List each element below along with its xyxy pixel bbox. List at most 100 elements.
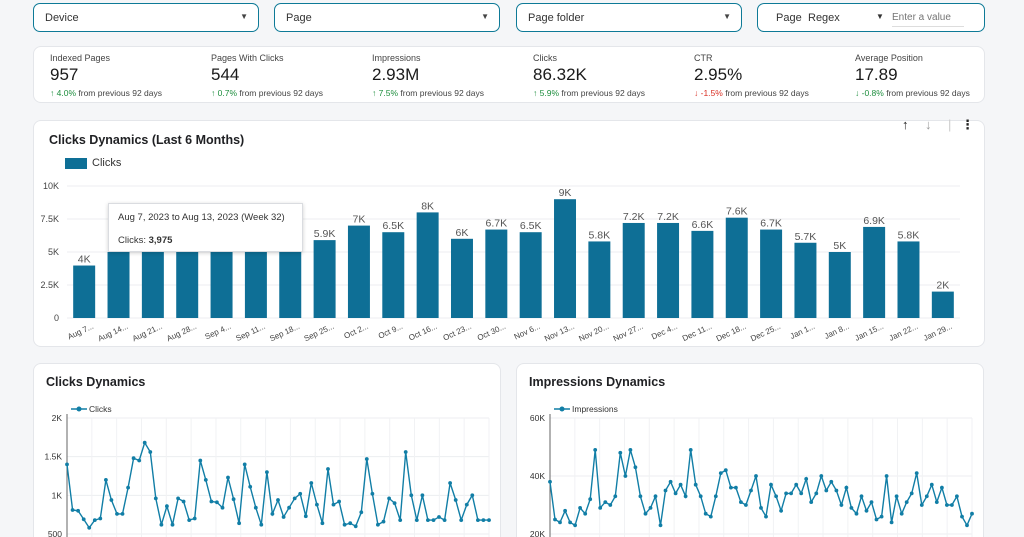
data-point — [799, 491, 804, 496]
bar — [210, 252, 233, 318]
bar-data-label: 4K — [78, 254, 91, 266]
data-point — [698, 494, 703, 499]
data-point — [104, 478, 108, 482]
data-point — [653, 494, 658, 499]
bar-x-tick-label: Jan 1... — [789, 322, 817, 341]
bar-x-tick-label: Nov 20... — [577, 322, 610, 344]
bar-data-label: 8K — [421, 200, 434, 212]
data-point — [342, 522, 347, 527]
data-point — [618, 450, 623, 455]
bar-y-tick-label: 10K — [43, 181, 59, 191]
data-point — [774, 494, 778, 499]
data-point — [187, 518, 192, 522]
regex-value-input[interactable] — [892, 9, 964, 27]
clicks-line-title: Clicks Dynamics — [46, 375, 146, 389]
bar-x-tick-label: Oct 30... — [476, 322, 507, 343]
bar-y-tick-label: 7.5K — [40, 214, 59, 224]
bar-y-tick-label: 2.5K — [40, 280, 59, 290]
kpi-delta-value: 5.9% — [539, 88, 559, 98]
more-options-icon[interactable]: ⋮ — [961, 117, 974, 132]
kpi-value: 544 — [211, 65, 240, 84]
kpi-delta-suffix: from previous 92 days — [400, 88, 484, 98]
caret-down-icon[interactable]: ▼ — [876, 12, 884, 21]
bar-data-label: 6.5K — [382, 220, 404, 232]
bar — [657, 222, 680, 318]
series-line — [549, 449, 973, 527]
page-filter-dropdown[interactable]: Page ▼ — [274, 3, 500, 32]
sort-descending-icon[interactable]: ↓ — [925, 117, 932, 132]
clicks-line-plot: 500 1K 1.5K 2K Clicks — [45, 404, 491, 537]
data-point — [265, 470, 269, 474]
data-point — [764, 514, 768, 519]
bar — [725, 217, 748, 318]
chart-tooltip: Aug 7, 2023 to Aug 13, 2023 (Week 32) Cl… — [108, 203, 303, 252]
data-point — [309, 481, 314, 485]
kpi-delta-value: 0.7% — [217, 88, 237, 98]
data-point — [76, 508, 80, 513]
kpi-delta: ↑ 4.0% from previous 92 days — [50, 88, 205, 98]
kpi-pages-with-clicks: Pages With Clicks 544 ↑ 0.7% from previo… — [211, 53, 366, 98]
line-y-tick-label: 60K — [530, 413, 545, 423]
series-line — [66, 440, 489, 530]
tooltip-value-row: Clicks: 3,975 — [118, 235, 172, 246]
data-point — [70, 508, 75, 512]
chevron-down-icon: ▼ — [723, 12, 731, 21]
bar-x-tick-label: Sep 11... — [234, 322, 266, 343]
kpi-delta-value: -0.8% — [861, 88, 884, 98]
data-point — [326, 467, 330, 471]
data-point — [583, 511, 588, 516]
data-point — [683, 494, 688, 499]
data-point — [849, 506, 854, 510]
data-point — [398, 518, 403, 522]
data-point — [120, 512, 125, 516]
sort-ascending-icon[interactable]: ↑ — [902, 117, 909, 132]
bar — [313, 240, 336, 318]
data-point — [464, 502, 469, 507]
data-point — [481, 518, 486, 522]
arrow-up-icon: ↑ — [50, 88, 55, 98]
line-y-tick-label: 1K — [52, 490, 63, 500]
data-point — [608, 503, 613, 507]
bar-data-label: 7.2K — [657, 211, 679, 223]
bar — [897, 241, 920, 318]
data-point — [181, 499, 186, 504]
data-point — [859, 494, 864, 499]
data-point — [148, 450, 153, 454]
data-point — [839, 503, 844, 507]
bar-x-tick-label: Nov 27... — [612, 322, 645, 344]
bar-y-tick-label: 5K — [48, 247, 59, 257]
clicks-line-chart-card: Clicks Dynamics 500 1K 1.5K 2K Clicks — [33, 363, 501, 537]
page-folder-filter-dropdown[interactable]: Page folder ▼ — [516, 3, 742, 32]
data-point — [381, 519, 386, 524]
data-point — [854, 511, 859, 516]
device-filter-dropdown[interactable]: Device ▼ — [33, 3, 259, 32]
bar-legend-swatch — [65, 158, 87, 169]
data-point — [578, 506, 582, 510]
data-point — [276, 498, 280, 502]
line-legend-marker — [559, 406, 565, 412]
regex-mode-select[interactable]: Regex — [808, 12, 840, 24]
data-point — [568, 520, 572, 525]
data-point — [789, 491, 793, 496]
data-point — [804, 477, 809, 481]
data-point — [131, 456, 136, 461]
bar-x-tick-label: Oct 2... — [343, 322, 370, 341]
kpi-label: Indexed Pages — [50, 53, 111, 63]
bar-x-tick-label: Aug 28... — [165, 322, 198, 344]
page-filter-label: Page — [286, 12, 312, 24]
data-point — [603, 500, 608, 504]
line-y-tick-label: 2K — [52, 413, 63, 423]
data-point — [231, 497, 236, 502]
data-point — [259, 522, 264, 527]
data-point — [894, 494, 899, 499]
data-point — [769, 482, 773, 487]
kpi-delta-value: 7.5% — [378, 88, 398, 98]
data-point — [914, 471, 919, 475]
kpi-value: 17.89 — [855, 65, 898, 84]
data-point — [633, 465, 638, 470]
bar — [416, 212, 439, 318]
data-point — [392, 501, 397, 505]
kpi-delta-suffix: from previous 92 days — [78, 88, 162, 98]
data-point — [437, 515, 441, 519]
page-folder-filter-label: Page folder — [528, 12, 585, 24]
